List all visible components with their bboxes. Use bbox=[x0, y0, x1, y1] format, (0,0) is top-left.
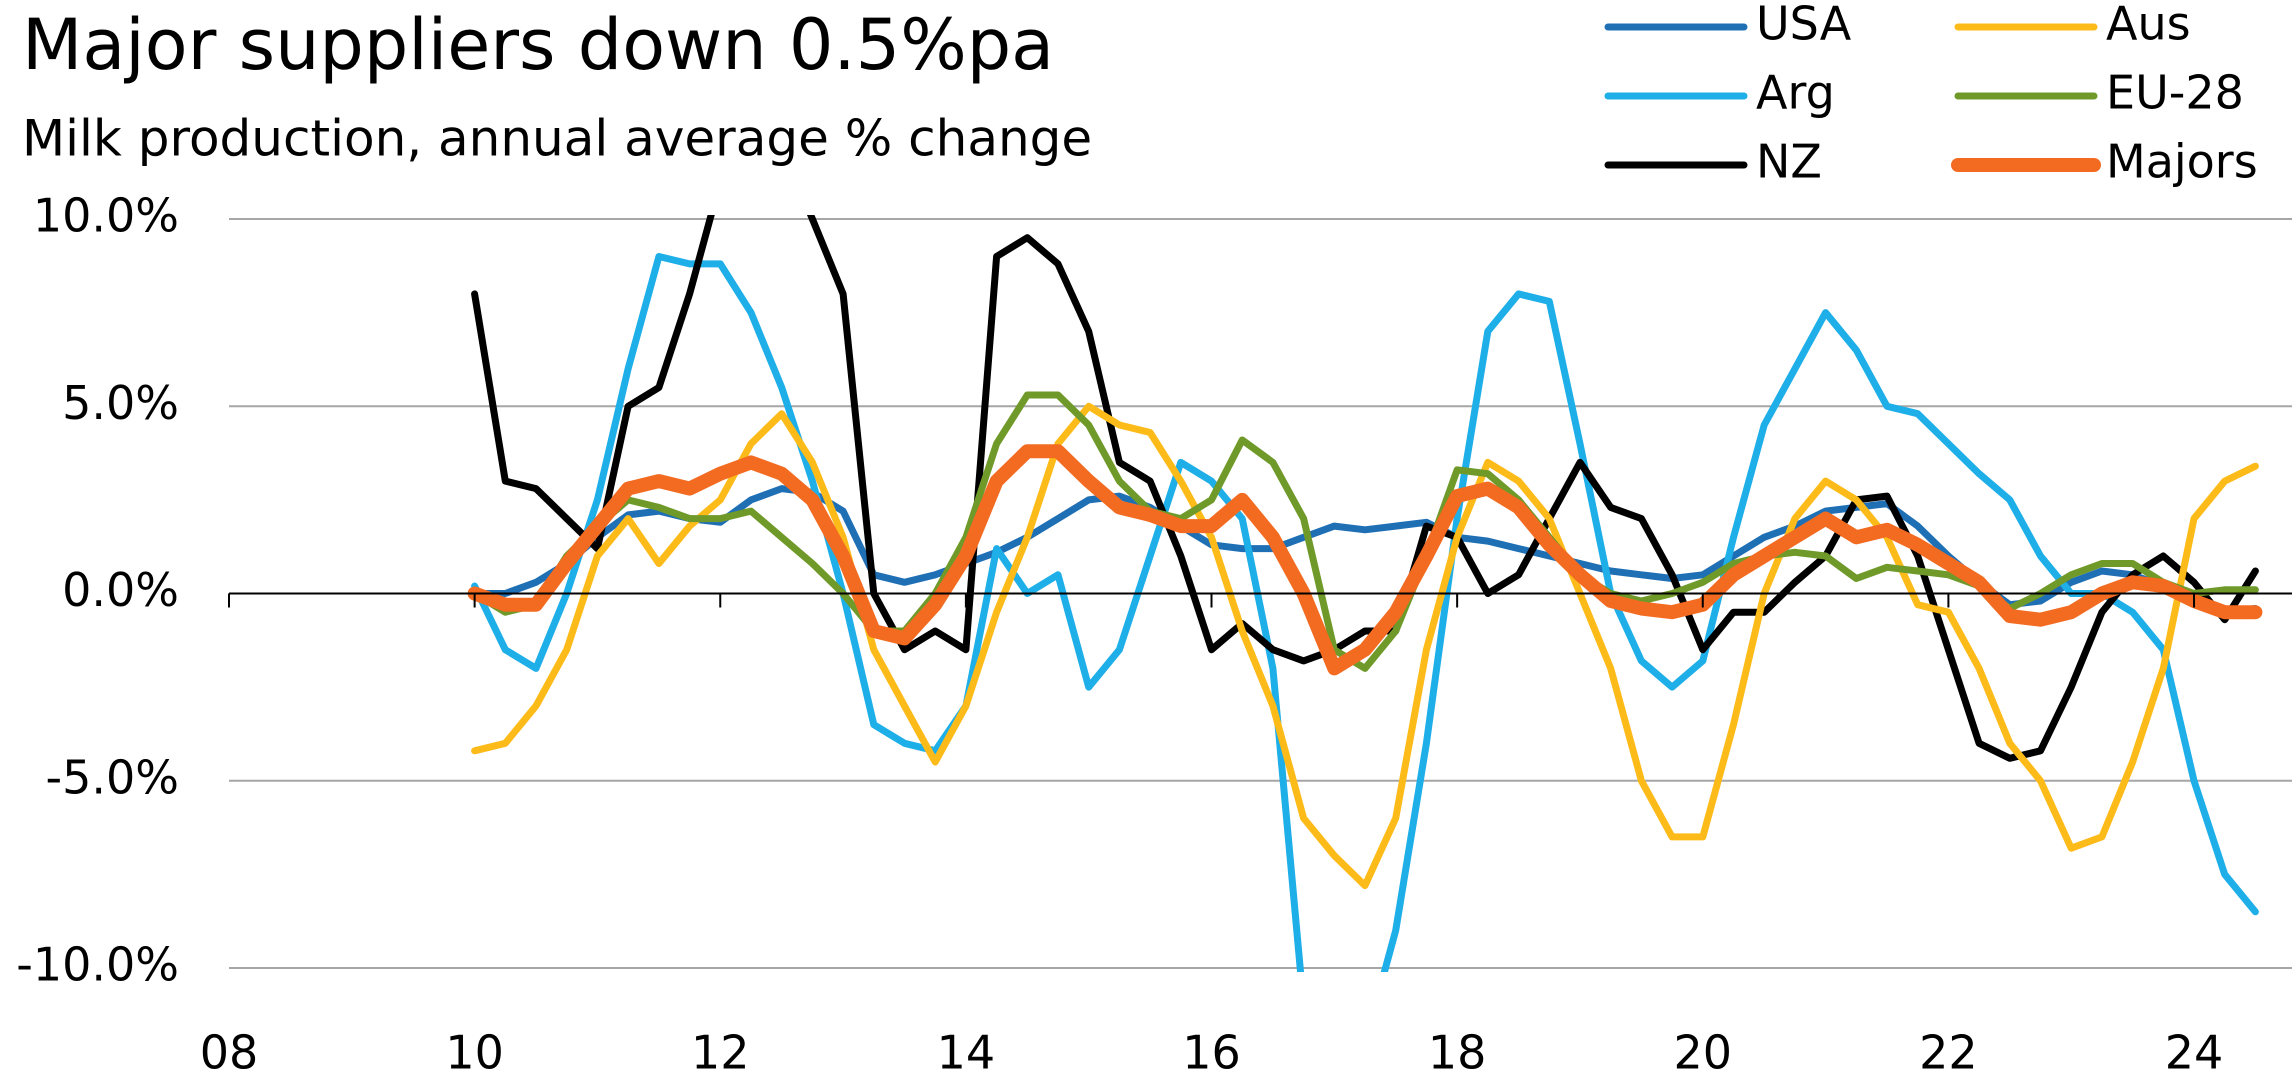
x-tick-label: 18 bbox=[1428, 1026, 1487, 1074]
legend-label: EU-28 bbox=[2106, 66, 2244, 120]
chart-title: Major suppliers down 0.5%pa bbox=[22, 4, 1054, 86]
x-tick-label: 24 bbox=[2165, 1026, 2224, 1074]
y-tick-label: -10.0% bbox=[16, 938, 179, 992]
series-line bbox=[471, 215, 2259, 762]
axes: -10.0% -5.0% 0.0% 5.0% 10.0% 08 10 12 14 16 18 20 22… bbox=[16, 189, 2292, 1074]
legend: USA Arg NZ Aus EU-28 Majors bbox=[1604, 0, 2258, 189]
x-tick-label: 22 bbox=[1919, 1026, 1978, 1074]
y-tick-label: -5.0% bbox=[46, 750, 179, 804]
y-tick-label: 0.0% bbox=[62, 563, 179, 617]
legend-label: USA bbox=[1756, 0, 1852, 51]
x-tick-label: 08 bbox=[200, 1026, 259, 1074]
series-line bbox=[467, 444, 2263, 676]
grid bbox=[229, 218, 2292, 969]
x-tick-label: 10 bbox=[445, 1026, 504, 1074]
x-tick-label: 16 bbox=[1182, 1026, 1241, 1074]
series-line bbox=[471, 402, 2259, 890]
y-tick-label: 5.0% bbox=[62, 376, 179, 430]
series-line bbox=[471, 253, 2259, 972]
legend-label: NZ bbox=[1756, 135, 1822, 189]
x-tick-label: 12 bbox=[691, 1026, 750, 1074]
legend-label: Aus bbox=[2106, 0, 2191, 51]
plot bbox=[467, 215, 2263, 972]
legend-label: Arg bbox=[1756, 66, 1835, 120]
x-tick-label: 20 bbox=[1673, 1026, 1732, 1074]
x-tick-label: 14 bbox=[937, 1026, 996, 1074]
series-line bbox=[471, 391, 2259, 672]
legend-label: Majors bbox=[2106, 135, 2258, 189]
y-tick-label: 10.0% bbox=[33, 189, 179, 243]
chart-subtitle: Milk production, annual average % change bbox=[22, 110, 1092, 168]
